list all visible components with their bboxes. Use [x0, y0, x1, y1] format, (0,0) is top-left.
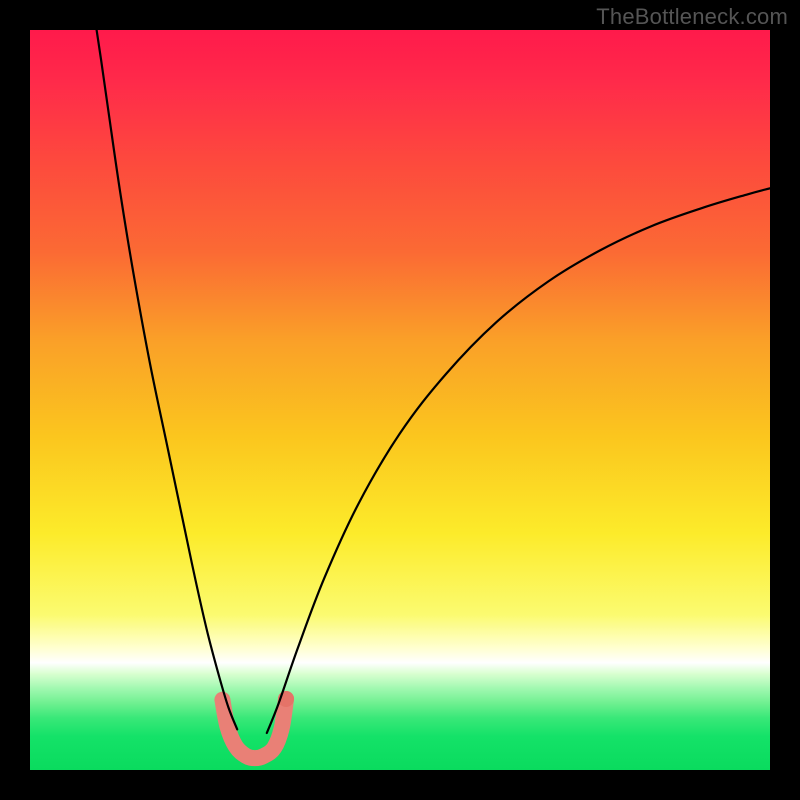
gradient-background [30, 30, 770, 770]
watermark-text: TheBottleneck.com [596, 4, 788, 30]
bottleneck-chart [0, 0, 800, 800]
chart-container: TheBottleneck.com [0, 0, 800, 800]
plot-area [30, 30, 770, 770]
